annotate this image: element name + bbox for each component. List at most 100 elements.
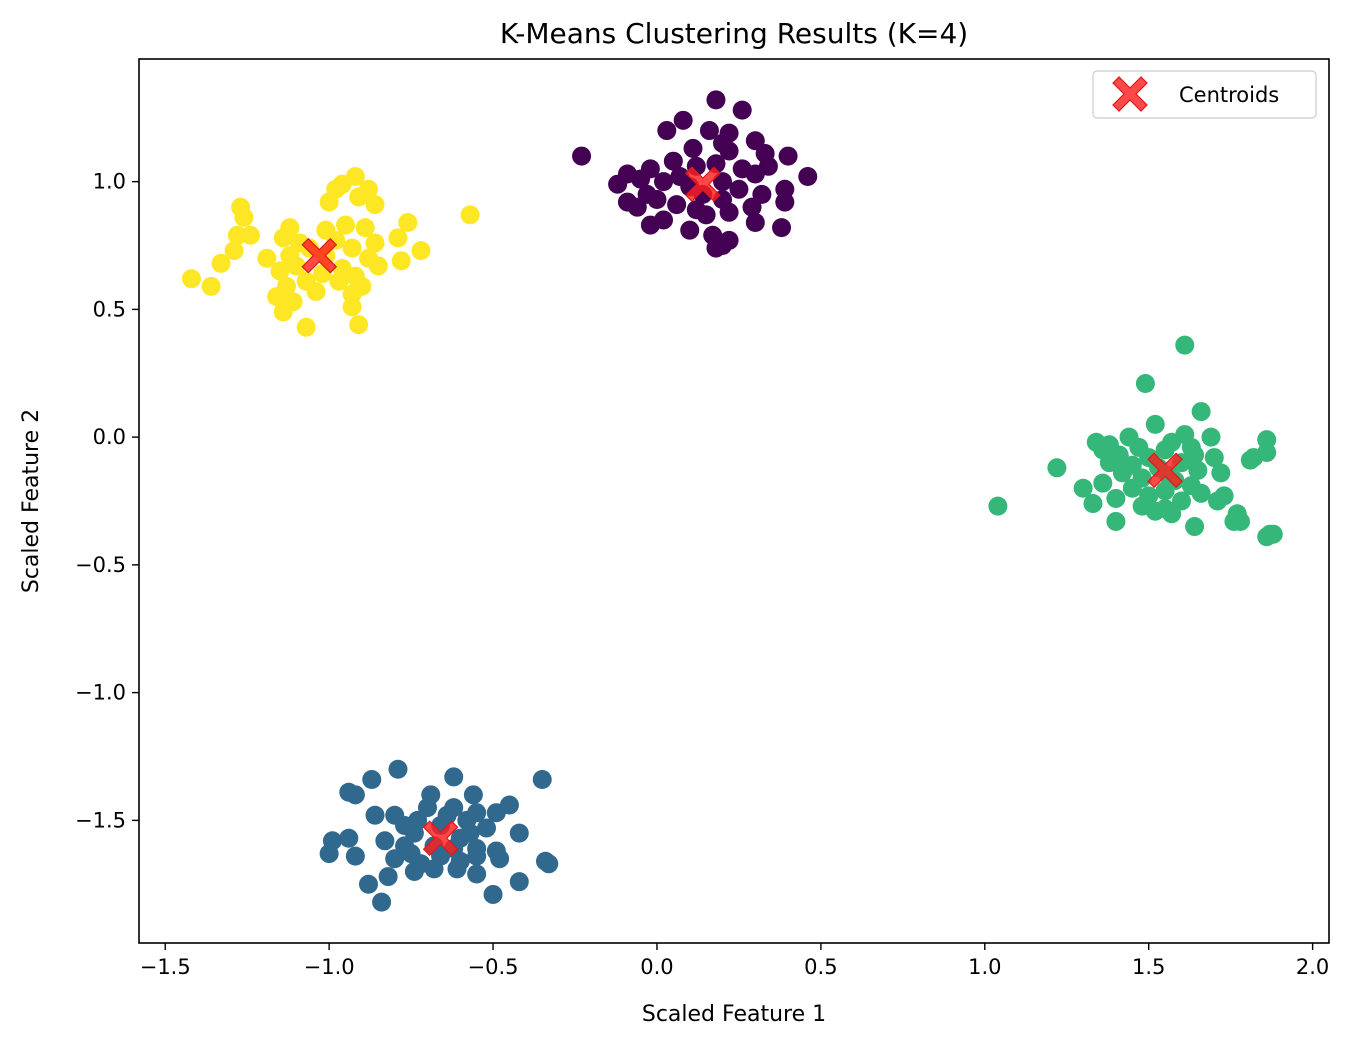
- x-tick-label: −0.5: [468, 955, 519, 979]
- data-point-cluster-2: [1106, 488, 1126, 508]
- data-point-cluster-2: [1122, 478, 1142, 498]
- data-point-cluster-2: [1106, 511, 1126, 531]
- data-point-cluster-1: [509, 823, 529, 843]
- legend-centroid-marker: [1112, 76, 1148, 112]
- data-point-cluster-1: [476, 818, 496, 838]
- data-point-cluster-2: [1155, 440, 1175, 460]
- data-point-cluster-0: [713, 236, 733, 256]
- data-point-cluster-3: [329, 271, 349, 291]
- data-point-cluster-1: [447, 859, 467, 879]
- data-point-cluster-1: [424, 859, 444, 879]
- data-point-cluster-3: [211, 253, 231, 273]
- data-point-cluster-1: [365, 805, 385, 825]
- data-point-cluster-1: [532, 769, 552, 789]
- data-point-cluster-0: [729, 179, 749, 199]
- data-point-cluster-0: [699, 121, 719, 141]
- data-point-cluster-2: [1191, 402, 1211, 422]
- y-tick-label: 0.0: [93, 425, 126, 449]
- chart-title: K-Means Clustering Results (K=4): [500, 17, 968, 50]
- data-point-cluster-1: [372, 892, 392, 912]
- legend-box: [1092, 70, 1317, 119]
- x-tick-label: 2.0: [1296, 955, 1329, 979]
- data-point-cluster-0: [640, 215, 660, 235]
- data-point-cluster-3: [319, 192, 339, 212]
- centroid-marker: [422, 820, 459, 857]
- data-point-cluster-2: [1188, 460, 1208, 480]
- data-point-cluster-0: [654, 172, 674, 192]
- centroid-markers: [301, 166, 1183, 857]
- data-point-cluster-1: [345, 846, 365, 866]
- data-point-cluster-0: [745, 164, 765, 184]
- y-tick-label: 0.5: [93, 297, 126, 321]
- legend-label-centroids: Centroids: [1179, 83, 1279, 107]
- data-point-cluster-2: [1185, 517, 1205, 537]
- data-point-cluster-1: [378, 867, 398, 887]
- data-point-cluster-3: [349, 187, 369, 207]
- data-point-cluster-1: [345, 785, 365, 805]
- data-point-cluster-3: [270, 261, 290, 281]
- data-point-cluster-2: [1073, 478, 1093, 498]
- data-point-cluster-1: [467, 846, 487, 866]
- data-point-cluster-3: [388, 228, 408, 248]
- data-point-cluster-0: [663, 151, 683, 171]
- data-point-cluster-0: [680, 220, 700, 240]
- data-point-cluster-3: [306, 281, 326, 301]
- data-point-cluster-3: [273, 228, 293, 248]
- data-point-cluster-2: [1211, 463, 1231, 483]
- data-point-cluster-2: [1230, 511, 1250, 531]
- data-point-cluster-0: [772, 218, 792, 238]
- data-point-cluster-1: [509, 872, 529, 892]
- data-point-cluster-0: [742, 197, 762, 217]
- data-point-cluster-0: [719, 202, 739, 222]
- data-point-cluster-0: [631, 169, 651, 189]
- data-point-cluster-0: [778, 146, 798, 166]
- y-tick-label: 1.0: [93, 170, 126, 194]
- data-point-cluster-1: [385, 849, 405, 869]
- data-point-cluster-2: [1145, 414, 1165, 434]
- data-point-cluster-3: [267, 287, 287, 307]
- data-point-cluster-1: [375, 831, 395, 851]
- data-point-cluster-0: [745, 213, 765, 233]
- data-point-cluster-3: [240, 225, 260, 245]
- x-tick-label: 0.5: [804, 955, 837, 979]
- data-point-cluster-2: [1093, 473, 1113, 493]
- data-point-cluster-3: [342, 297, 362, 317]
- data-point-cluster-0: [572, 146, 592, 166]
- data-point-cluster-2: [1204, 448, 1224, 468]
- data-point-cluster-0: [713, 172, 733, 192]
- data-point-cluster-3: [224, 241, 244, 261]
- data-point-cluster-1: [444, 767, 464, 787]
- data-point-cluster-3: [257, 248, 277, 268]
- data-point-cluster-0: [706, 154, 726, 174]
- legend: Centroids: [1092, 70, 1317, 119]
- data-point-cluster-3: [296, 317, 316, 337]
- data-point-cluster-2: [1201, 427, 1221, 447]
- y-axis-label: Scaled Feature 2: [19, 409, 44, 593]
- data-point-cluster-2: [1099, 453, 1119, 473]
- data-point-cluster-0: [696, 205, 716, 225]
- data-point-cluster-3: [368, 256, 388, 276]
- data-point-cluster-2: [1162, 504, 1182, 524]
- data-point-cluster-2: [1175, 335, 1195, 355]
- data-point-cluster-3: [365, 195, 385, 215]
- data-points: [181, 90, 1283, 912]
- centroid-marker: [301, 237, 338, 274]
- data-point-cluster-1: [362, 769, 382, 789]
- data-point-cluster-3: [365, 233, 385, 253]
- y-tick-label: −1.5: [75, 808, 126, 832]
- data-point-cluster-0: [683, 138, 703, 158]
- data-point-cluster-2: [1083, 494, 1103, 514]
- data-point-cluster-0: [719, 141, 739, 161]
- data-point-cluster-3: [336, 215, 356, 235]
- data-point-cluster-1: [486, 803, 506, 823]
- data-point-cluster-0: [673, 110, 693, 130]
- data-point-cluster-2: [1191, 483, 1211, 503]
- data-point-cluster-1: [404, 861, 424, 881]
- x-tick-label: 1.5: [1132, 955, 1165, 979]
- data-point-cluster-2: [988, 496, 1008, 516]
- data-point-cluster-3: [398, 213, 418, 233]
- data-point-cluster-1: [319, 844, 339, 864]
- data-point-cluster-3: [273, 302, 293, 322]
- data-point-cluster-3: [391, 251, 411, 271]
